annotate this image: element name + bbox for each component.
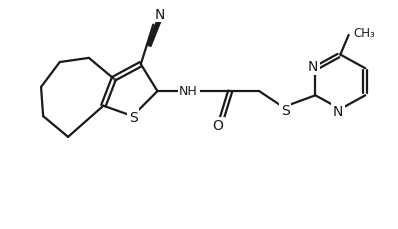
Text: CH₃: CH₃: [354, 27, 375, 39]
Text: S: S: [281, 103, 289, 117]
Text: NH: NH: [179, 85, 198, 97]
Text: S: S: [129, 110, 138, 124]
Text: N: N: [333, 105, 343, 119]
Text: O: O: [212, 119, 223, 133]
Text: N: N: [155, 8, 165, 22]
Text: N: N: [308, 60, 318, 74]
